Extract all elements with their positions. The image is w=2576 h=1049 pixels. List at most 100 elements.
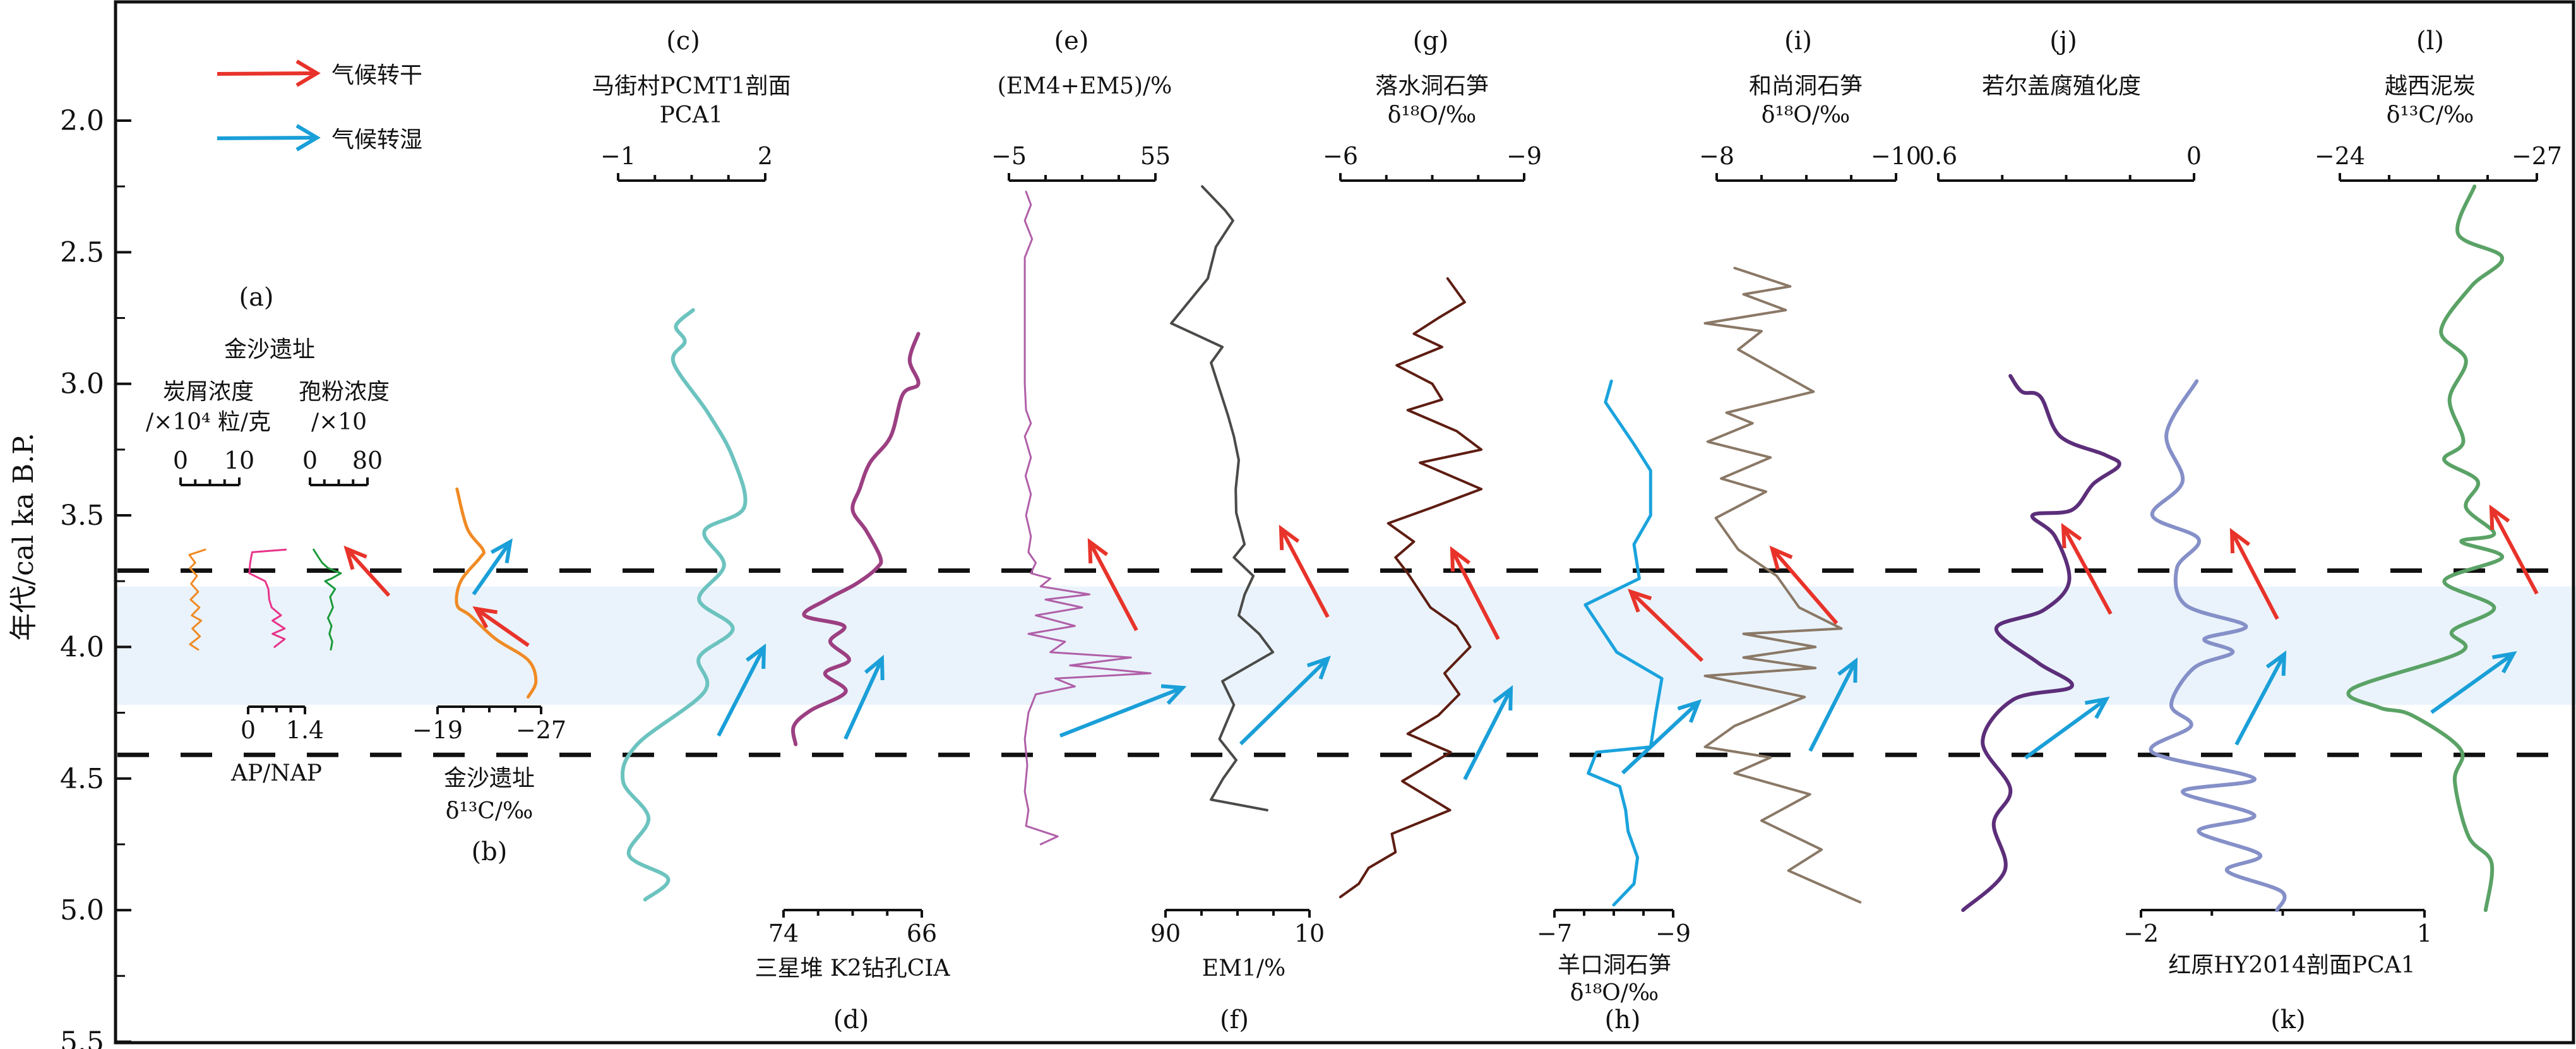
- y-tick-label: 2.5: [60, 236, 104, 268]
- wet-arrow-icon: [1463, 688, 1513, 781]
- y-axis: 2.0 2.5 3.0 3.5 4.0 4.5 5.0 5.5: [60, 105, 131, 1049]
- arrowhead-icon: [1306, 656, 1331, 680]
- series-title: 红原HY2014剖面PCA1: [2168, 952, 2415, 978]
- y-tick-label: 2.0: [60, 105, 104, 137]
- scale-tick-label: 90: [1150, 920, 1181, 947]
- y-tick-label: 5.0: [60, 894, 104, 926]
- series-line-charcoal: [188, 548, 206, 651]
- scale-tick-label: 10: [224, 447, 254, 474]
- scale-tick-label: 0: [173, 447, 188, 474]
- scale-tick-label: −19: [412, 716, 463, 744]
- arrowhead-icon: [1769, 545, 1793, 570]
- series-title: δ¹³C/‰: [2387, 102, 2474, 128]
- y-tick-label: 4.0: [60, 631, 104, 663]
- arrowhead-icon: [295, 124, 321, 152]
- wet-arrow-icon: [1059, 686, 1184, 738]
- series-line-e: [1023, 191, 1152, 846]
- arrowhead-icon: [2489, 504, 2510, 530]
- shaded-interval: [116, 586, 2576, 705]
- series-line-h: [1583, 380, 1664, 907]
- scale-tick-label: −9: [1506, 142, 1542, 170]
- series-title: δ¹⁸O/‰: [1388, 102, 1476, 128]
- arrowhead-icon: [864, 654, 885, 681]
- panel-label: (j): [2049, 27, 2077, 56]
- dry-arrow-icon: [1088, 541, 1138, 632]
- dry-arrow-icon: [217, 71, 316, 76]
- series-line-d: [791, 332, 921, 746]
- arrowhead-icon: [2265, 650, 2287, 676]
- panel-label: (c): [666, 27, 700, 56]
- series-title: 落水洞石笋: [1375, 73, 1489, 99]
- series-line-f: [1170, 185, 1275, 812]
- panel-label: (k): [2270, 1005, 2305, 1034]
- legend-label: 气候转干: [331, 63, 422, 88]
- arrowhead-icon: [1087, 537, 1109, 564]
- series-title: 三星堆 K2钻孔CIA: [754, 956, 950, 981]
- panel-b: −19 −27 金沙遗址 δ¹³C/‰ (b): [412, 487, 566, 866]
- panel-label: (l): [2416, 27, 2444, 56]
- panel-label: (h): [1605, 1005, 1641, 1034]
- series-title: δ¹⁸O/‰: [1762, 102, 1850, 128]
- series-title: 马街村PCMT1剖面: [592, 73, 791, 99]
- scale-tick-label: −27: [2512, 142, 2562, 170]
- series-line-b: [455, 487, 538, 699]
- scale-tick-label: 0: [302, 447, 318, 474]
- panel-pollen: 0 80 孢粉浓度 /×10: [299, 379, 390, 651]
- scale-tick-label: −9: [1655, 920, 1691, 947]
- arrowhead-icon: [2229, 527, 2251, 554]
- dry-arrow-icon: [2061, 525, 2113, 615]
- wet-arrow-icon: [2234, 653, 2286, 746]
- wet-arrow-icon: [844, 657, 884, 740]
- scale-tick-label: 55: [1140, 142, 1171, 170]
- scale-tick-label: −24: [2315, 142, 2365, 170]
- scale-tick-label: 2: [758, 142, 773, 170]
- series-line-c: [620, 308, 748, 902]
- arrowhead-icon: [1279, 524, 1300, 551]
- dry-arrow-icon: [345, 547, 391, 597]
- y-tick-label: 3.5: [60, 500, 104, 532]
- series-title: δ¹³C/‰: [446, 798, 534, 824]
- panel-label: (b): [472, 837, 508, 866]
- panel-l: −24 −27 越西泥炭 δ¹³C/‰ (l): [2315, 27, 2562, 913]
- scale-tick-label: 0.6: [1919, 142, 1957, 170]
- wet-arrow-icon: [1808, 660, 1857, 752]
- scale-tick-label: −27: [516, 716, 566, 744]
- scale-tick-label: 1.4: [286, 716, 324, 744]
- y-tick-label: 3.0: [60, 368, 104, 400]
- scale-tick-label: −2: [2123, 920, 2159, 947]
- wet-arrow-icon: [1239, 657, 1330, 746]
- wet-arrow-icon: [2430, 652, 2515, 714]
- wet-arrow-icon: [472, 541, 512, 596]
- series-title: 越西泥炭: [2385, 73, 2476, 99]
- scale-tick-label: −8: [1699, 142, 1734, 170]
- arrowhead-icon: [490, 538, 513, 564]
- wet-arrow-icon: [2024, 697, 2108, 760]
- panel-d: 74 66 三星堆 K2钻孔CIA (d): [754, 332, 951, 1034]
- arrowhead-icon: [746, 643, 766, 669]
- series-title: PCA1: [660, 102, 724, 128]
- scale-tick-label: 80: [352, 447, 383, 474]
- panel-label: (i): [1784, 27, 1812, 56]
- series-title: /×10: [311, 409, 367, 435]
- arrowhead-icon: [1160, 684, 1187, 705]
- arrowhead-icon: [1493, 685, 1513, 711]
- arrowhead-icon: [2061, 522, 2082, 549]
- frame: [114, 0, 2575, 1045]
- series-title: 炭屑浓度: [163, 379, 254, 405]
- series-title: 若尔盖腐殖化度: [1982, 73, 2141, 99]
- scale-tick-label: 10: [1294, 920, 1325, 947]
- wet-arrow-icon: [1621, 700, 1700, 775]
- series-title: /×10⁴ 粒/克: [146, 409, 271, 435]
- panel-i: −8 −10 和尚洞石笋 δ¹⁸O/‰ (i): [1699, 27, 1921, 904]
- panel-j: 0.6 0 若尔盖腐殖化度 (j): [1919, 27, 2202, 913]
- panel-label: (d): [833, 1005, 869, 1034]
- arrowhead-icon: [472, 606, 498, 629]
- panel-f: 90 10 EM1/% (f): [1150, 185, 1325, 1034]
- arrowhead-icon: [295, 59, 321, 87]
- scale-tick-label: −10: [1871, 142, 1921, 170]
- dry-arrow-icon: [1629, 590, 1704, 662]
- series-line-pollen: [313, 548, 342, 651]
